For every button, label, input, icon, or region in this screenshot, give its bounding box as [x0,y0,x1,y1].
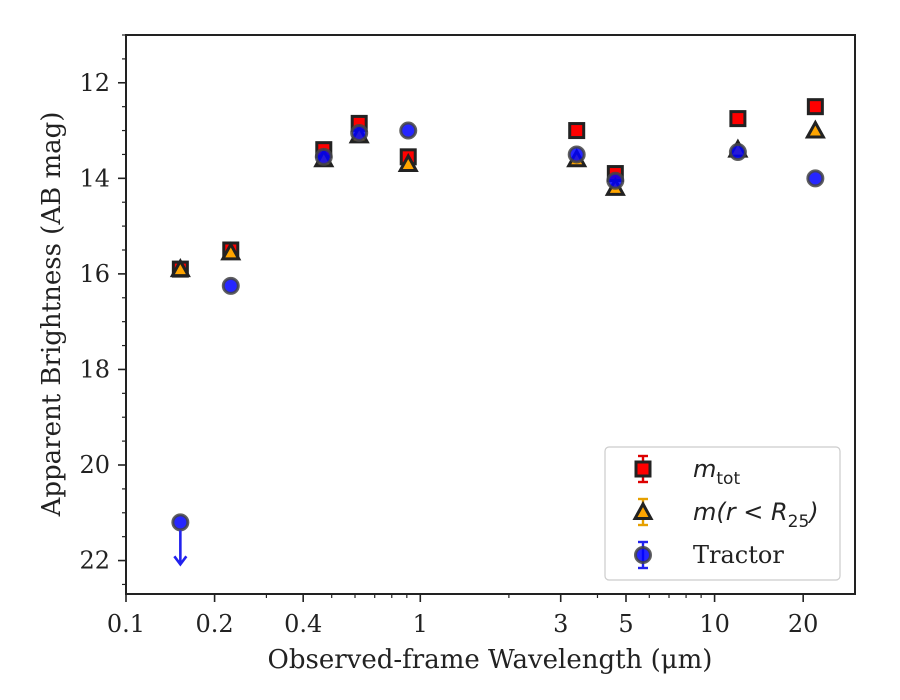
data-point-circle [806,169,825,188]
data-point-circle [606,171,625,190]
legend-box [604,446,841,581]
legend-label: mtot [693,455,740,489]
x-tick-label: 20 [788,610,819,638]
y-tick-label: 16 [79,260,110,288]
y-tick-label: 14 [79,164,110,192]
y-axis-title: Apparent Brightness (AB mag) [37,112,67,518]
upper-limit-arrow-head [173,555,188,567]
data-point-square [729,110,747,128]
data-point-square [806,98,824,116]
x-tick-label: 5 [618,610,633,638]
legend-label: m(r < R25) [693,498,819,532]
legend-marker-circle [634,546,652,564]
ticks-layer: 0.1 0.2 0.4 1 3 5 10 20 12 14 16 18 20 22 [79,34,819,638]
x-axis-title: Observed-frame Wavelength (μm) [268,645,713,675]
x-tick-label: 3 [553,610,568,638]
y-tick-label: 22 [79,547,110,575]
plot-frame [125,34,856,595]
marks-layer [169,98,826,567]
data-point-circle [221,276,240,295]
x-tick-label: 10 [699,610,730,638]
data-point-circle [728,143,747,162]
data-point-triangle [220,241,242,261]
x-tick-label: 1 [413,610,428,638]
legend-label: Tractor [693,541,784,569]
x-tick-label: 0.1 [107,610,145,638]
data-point-circle [567,145,586,164]
data-point-triangle [397,152,419,172]
data-point-circle [314,147,333,166]
x-tick-label: 0.2 [196,610,234,638]
data-point-circle [399,121,418,140]
legend-marker-square [634,460,652,478]
data-point-circle [171,513,190,532]
y-tick-label: 18 [79,355,110,383]
y-tick-label: 12 [79,69,110,97]
data-point-circle [350,123,369,142]
legend: mtot m(r < R25) Tractor [604,446,841,581]
data-point-triangle [169,258,191,278]
x-tick-label: 0.4 [284,610,322,638]
data-point-square [568,122,586,140]
legend-marker-triangle [632,500,654,520]
data-point-triangle [804,119,826,139]
y-tick-label: 20 [79,451,110,479]
